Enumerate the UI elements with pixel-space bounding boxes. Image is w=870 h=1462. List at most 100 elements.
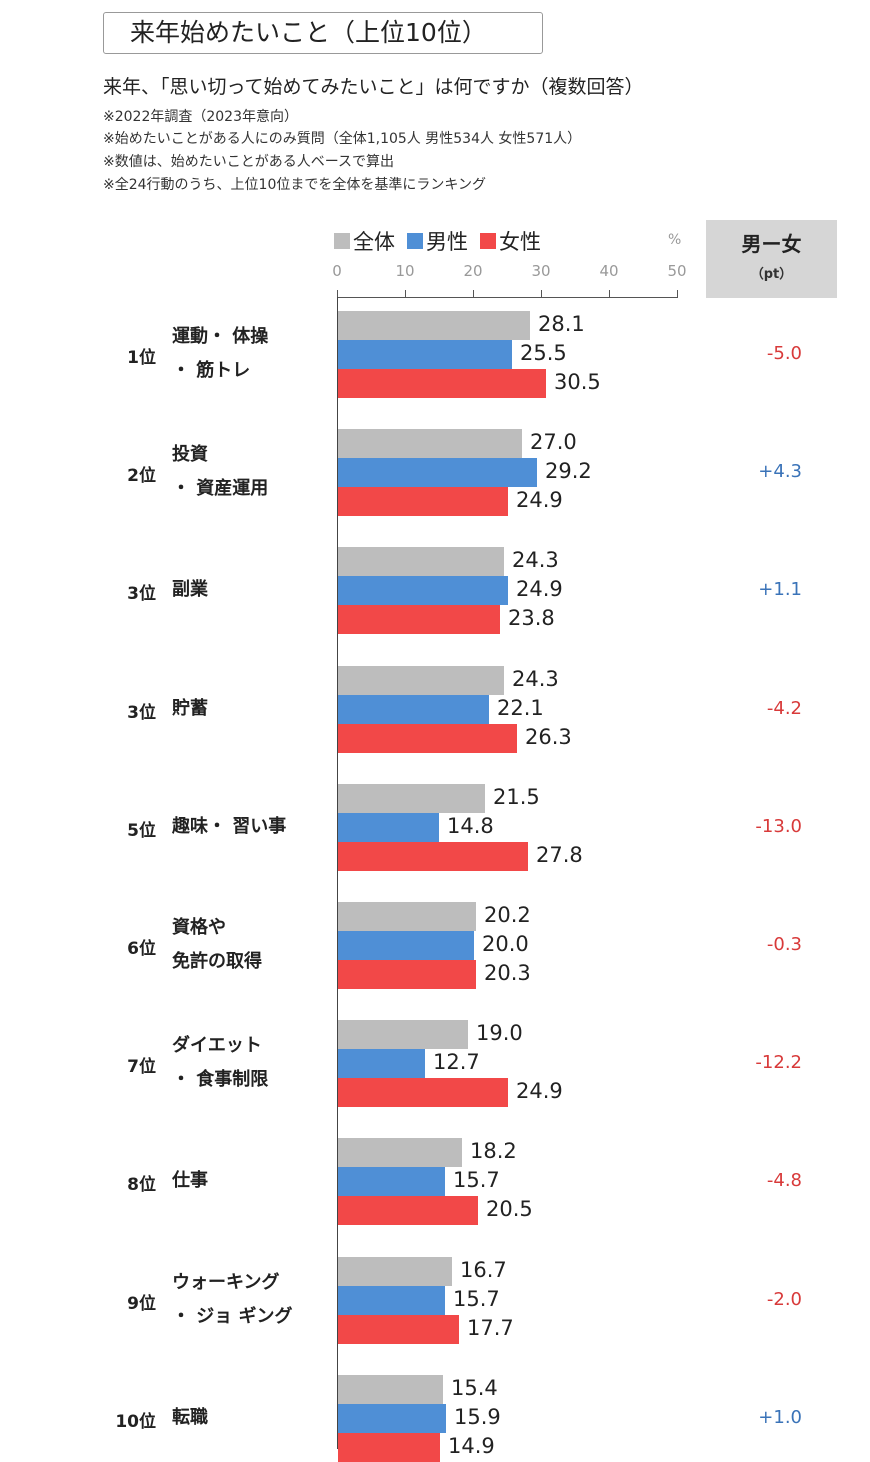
bar-all	[338, 1020, 468, 1049]
legend-swatch-female	[480, 233, 496, 249]
legend-item-female: 女性	[480, 226, 541, 256]
difference-value: -12.2	[755, 1052, 802, 1073]
value-label-all: 18.2	[470, 1139, 517, 1163]
rank-label: 2位	[127, 466, 156, 486]
category-label: 投資	[172, 444, 208, 465]
difference-value: -5.0	[766, 343, 802, 364]
bar-female	[338, 1433, 440, 1462]
bar-male	[338, 1286, 445, 1315]
legend-label-male: 男性	[426, 230, 468, 254]
category-label: ダイエット	[172, 1035, 262, 1056]
value-label-male: 22.1	[497, 696, 544, 720]
difference-value: -4.8	[766, 1170, 802, 1191]
rank-label: 8位	[127, 1175, 156, 1195]
axis-unit: %	[668, 232, 682, 248]
x-axis	[337, 297, 678, 298]
difference-column-unit: （pt）	[750, 267, 793, 282]
bar-all	[338, 1138, 462, 1167]
bar-all	[338, 547, 504, 576]
value-label-female: 20.5	[486, 1197, 533, 1221]
category-label: 運動・ 体操	[172, 326, 269, 347]
difference-value: +1.1	[758, 579, 802, 600]
legend-item-male: 男性	[407, 226, 468, 256]
value-label-male: 12.7	[433, 1050, 480, 1074]
value-label-female: 30.5	[554, 370, 601, 394]
x-tick-label: 10	[395, 262, 415, 280]
category-label: ・ 食事制限	[172, 1069, 269, 1090]
difference-value: -13.0	[755, 816, 802, 837]
bar-male	[338, 931, 474, 960]
value-label-female: 27.8	[536, 843, 583, 867]
category-label: 趣味・ 習い事	[172, 816, 287, 837]
bar-female	[338, 1196, 478, 1225]
legend-label-female: 女性	[499, 230, 541, 254]
legend-swatch-male	[407, 233, 423, 249]
x-tick-label: 40	[599, 262, 619, 280]
bar-male	[338, 458, 537, 487]
bar-female	[338, 724, 517, 753]
bar-female	[338, 487, 508, 516]
rank-label: 7位	[127, 1057, 156, 1077]
survey-question: 来年、「思い切って始めてみたいこと」は何ですか（複数回答）	[103, 76, 644, 98]
value-label-female: 23.8	[508, 606, 555, 630]
difference-value: +1.0	[758, 1407, 802, 1428]
category-label: ・ 資産運用	[172, 478, 269, 499]
value-label-female: 20.3	[484, 961, 531, 985]
x-tick	[541, 290, 542, 297]
category-label: 免許の取得	[172, 951, 262, 972]
rank-label: 10位	[115, 1412, 156, 1432]
chart-legend: 全体 男性 女性	[334, 226, 541, 256]
value-label-male: 24.9	[516, 577, 563, 601]
value-label-female: 17.7	[467, 1316, 514, 1340]
x-tick-label: 30	[531, 262, 551, 280]
bar-female	[338, 1315, 459, 1344]
value-label-all: 20.2	[484, 903, 531, 927]
bar-female	[338, 605, 500, 634]
bar-male	[338, 1167, 445, 1196]
note-respondents: ※始めたいことがある人にのみ質問（全体1,105人 男性534人 女性571人）	[103, 131, 582, 147]
value-label-male: 29.2	[545, 459, 592, 483]
difference-value: -4.2	[766, 698, 802, 719]
x-tick	[677, 290, 678, 297]
y-axis	[337, 297, 338, 1449]
x-tick-label: 50	[667, 262, 687, 280]
bar-all	[338, 1375, 443, 1404]
difference-value: +4.3	[758, 461, 802, 482]
bar-male	[338, 340, 512, 369]
bar-female	[338, 960, 476, 989]
value-label-female: 26.3	[525, 725, 572, 749]
bar-female	[338, 842, 528, 871]
category-label: ウォーキング	[172, 1272, 280, 1293]
bar-all	[338, 311, 530, 340]
category-label: ・ ジョ ギング	[172, 1306, 293, 1327]
bar-all	[338, 1257, 452, 1286]
category-label: 副業	[172, 579, 208, 600]
x-tick	[405, 290, 406, 297]
difference-value: -0.3	[766, 934, 802, 955]
difference-column-title: 男ー女	[741, 232, 802, 256]
difference-column-header: 男ー女 （pt）	[706, 220, 837, 298]
bar-female	[338, 1078, 508, 1107]
legend-item-all: 全体	[334, 226, 395, 256]
value-label-all: 15.4	[451, 1376, 498, 1400]
bar-male	[338, 1049, 425, 1078]
bar-all	[338, 666, 504, 695]
bar-all	[338, 784, 485, 813]
bar-all	[338, 902, 476, 931]
category-label: 仕事	[172, 1170, 208, 1191]
bar-male	[338, 695, 489, 724]
note-calculation-base: ※数値は、始めたいことがある人ベースで算出	[103, 154, 395, 170]
category-label: 資格や	[172, 917, 226, 938]
value-label-male: 14.8	[447, 814, 494, 838]
value-label-all: 19.0	[476, 1021, 523, 1045]
bar-all	[338, 429, 522, 458]
value-label-all: 24.3	[512, 667, 559, 691]
category-label: 貯蓄	[172, 698, 208, 719]
legend-swatch-all	[334, 233, 350, 249]
rank-label: 9位	[127, 1294, 156, 1314]
value-label-female: 24.9	[516, 488, 563, 512]
value-label-female: 24.9	[516, 1079, 563, 1103]
value-label-male: 25.5	[520, 341, 567, 365]
value-label-male: 15.7	[453, 1287, 500, 1311]
note-ranking-basis: ※全24行動のうち、上位10位までを全体を基準にランキング	[103, 177, 486, 193]
